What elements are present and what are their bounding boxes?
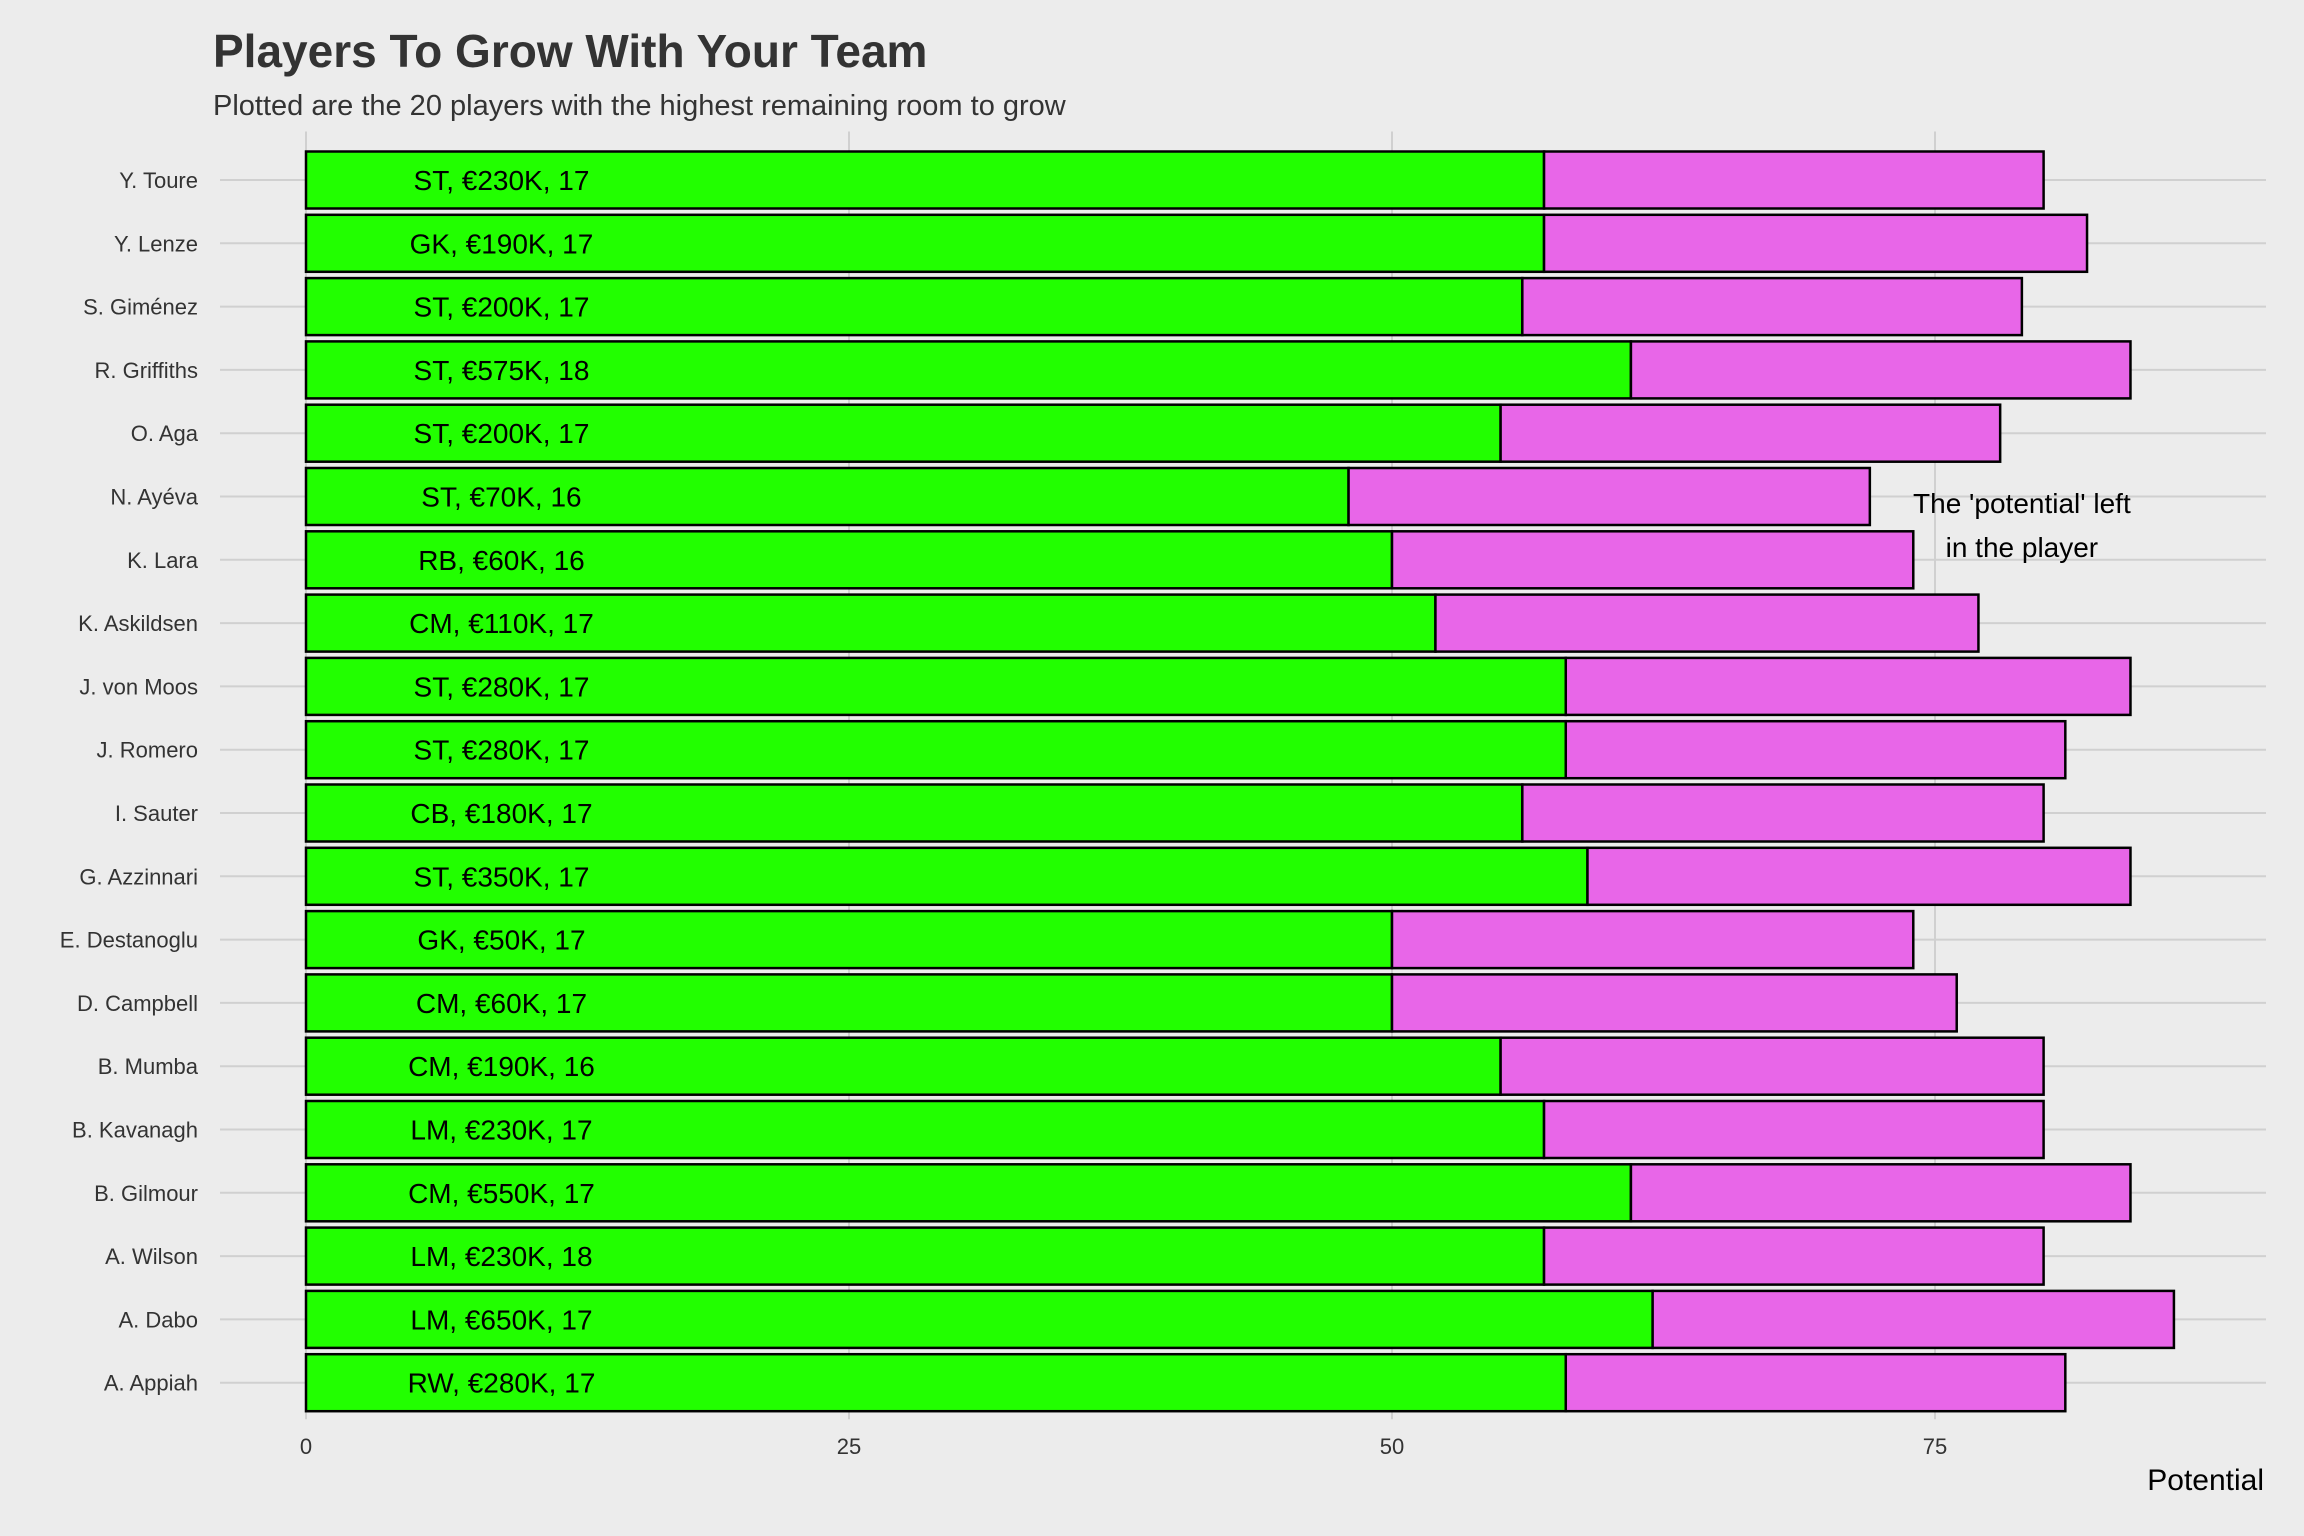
bar-potential-left [1542, 1099, 2045, 1160]
bar-label: RB, €60K, 16 [418, 545, 585, 576]
bar-label: LM, €230K, 18 [410, 1241, 592, 1272]
bar-label: ST, €70K, 16 [421, 482, 581, 513]
bar-overall [304, 909, 1394, 970]
bar-potential-left [1390, 530, 1915, 590]
chart-subtitle: Plotted are the 20 players with the high… [213, 90, 1066, 122]
annotation-text: The 'potential' left [1913, 488, 2131, 519]
y-tick-label: B. Kavanagh [72, 1118, 198, 1143]
y-tick-label: J. Romero [97, 738, 198, 763]
y-tick-label: I. Sauter [115, 801, 198, 826]
bar-label: CM, €60K, 17 [416, 988, 587, 1019]
bar-label: CB, €180K, 17 [410, 798, 592, 829]
bar-label: ST, €280K, 17 [414, 735, 590, 766]
y-tick-label: R. Griffiths [94, 358, 198, 383]
bar-overall [304, 530, 1394, 590]
bar-potential-left [1521, 276, 2024, 337]
y-tick-label: D. Campbell [77, 991, 198, 1016]
bar-overall [304, 276, 1524, 337]
y-tick-label: N. Ayéva [110, 485, 198, 510]
bar-potential-left [1629, 340, 2132, 400]
y-tick-label: S. Giménez [83, 295, 198, 320]
chart-title: Players To Grow With Your Team [213, 25, 928, 77]
annotation-text: in the player [1946, 532, 2099, 563]
bar-potential-left [1521, 783, 2045, 843]
bar-label: CM, €110K, 17 [409, 608, 594, 639]
bar-label: GK, €190K, 17 [410, 228, 594, 259]
y-tick-label: K. Lara [127, 548, 199, 573]
y-tick-label: Y. Toure [119, 168, 198, 193]
x-axis-title: Potential [2147, 1464, 2264, 1497]
y-tick-label: J. von Moos [79, 674, 198, 699]
y-tick-label: A. Appiah [104, 1371, 198, 1396]
bar-overall [304, 1289, 1654, 1350]
y-tick-label: O. Aga [131, 421, 199, 446]
bar-label: ST, €230K, 17 [414, 165, 590, 196]
bar-overall [304, 466, 1350, 527]
bar-overall [304, 593, 1437, 653]
bar-potential-left [1586, 846, 2132, 907]
y-tick-label: Y. Lenze [114, 231, 198, 256]
y-tick-label: B. Mumba [98, 1054, 199, 1079]
y-tick-label: B. Gilmour [94, 1181, 198, 1206]
y-tick-label: G. Azzinnari [79, 864, 198, 889]
bar-label: ST, €200K, 17 [414, 418, 590, 449]
bar-label: ST, €280K, 17 [414, 671, 590, 702]
bar-overall [304, 1036, 1502, 1096]
y-tick-label: A. Dabo [119, 1307, 199, 1332]
bar-overall [304, 1099, 1546, 1160]
x-tick-label: 75 [1923, 1434, 1947, 1459]
bar-potential-left [1499, 403, 2002, 463]
x-tick-label: 25 [837, 1434, 861, 1459]
bar-potential-left [1390, 909, 1915, 970]
bar-potential-left [1434, 593, 1980, 653]
bar-label: LM, €230K, 17 [410, 1115, 592, 1146]
bar-potential-left [1564, 1352, 2067, 1413]
bar-overall [304, 1352, 1568, 1413]
bar-potential-left [1629, 1163, 2132, 1223]
bar-potential-left [1651, 1289, 2176, 1350]
bar-potential-left [1564, 656, 2132, 717]
bar-label: ST, €350K, 17 [414, 861, 590, 892]
bar-label: GK, €50K, 17 [417, 925, 585, 956]
bar-label: CM, €190K, 16 [408, 1051, 595, 1082]
bar-label: ST, €575K, 18 [414, 355, 590, 386]
bar-overall [304, 973, 1394, 1033]
bar-overall [304, 846, 1589, 907]
y-tick-label: E. Destanoglu [60, 928, 198, 953]
bar-overall [304, 340, 1633, 400]
bar-label: RW, €280K, 17 [408, 1368, 596, 1399]
bar-potential-left [1542, 150, 2045, 210]
bar-overall [304, 1226, 1546, 1286]
bar-overall [304, 403, 1502, 463]
x-tick-label: 50 [1380, 1434, 1404, 1459]
bar-potential-left [1499, 1036, 2045, 1096]
bar-potential-left [1542, 1226, 2045, 1286]
bar-potential-left [1347, 466, 1872, 527]
bar-potential-left [1542, 213, 2089, 274]
bar-label: ST, €200K, 17 [414, 292, 590, 323]
y-tick-label: K. Askildsen [78, 611, 198, 636]
bar-potential-left [1564, 719, 2067, 780]
y-tick-label: A. Wilson [105, 1244, 198, 1269]
x-tick-label: 0 [300, 1434, 312, 1459]
bar-label: LM, €650K, 17 [410, 1304, 592, 1335]
bar-label: CM, €550K, 17 [408, 1178, 595, 1209]
bar-potential-left [1390, 973, 1958, 1033]
